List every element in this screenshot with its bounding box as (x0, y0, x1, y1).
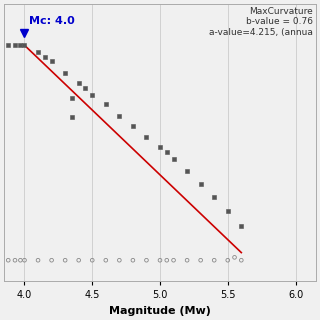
Point (212, 195, 217, 200)
Point (157, 258, 163, 263)
Point (130, 258, 135, 263)
Point (18, 43, 23, 48)
Point (164, 258, 169, 263)
Text: Mc: 4.0: Mc: 4.0 (28, 16, 74, 26)
Point (6, 258, 11, 263)
Point (232, 255, 237, 260)
Point (63, 258, 68, 263)
Point (69, 114, 75, 119)
X-axis label: Magnitude (Mw): Magnitude (Mw) (109, 306, 211, 316)
Point (185, 258, 190, 263)
Point (103, 102, 108, 107)
Point (42, 54, 47, 59)
Point (12, 43, 18, 48)
Point (12, 258, 18, 263)
Point (90, 258, 95, 263)
Point (117, 113, 122, 118)
Point (239, 223, 244, 228)
Point (198, 181, 203, 186)
Point (225, 258, 230, 263)
Point (144, 258, 149, 263)
Point (18, 258, 23, 263)
Point (130, 124, 135, 129)
Point (144, 134, 149, 140)
Text: MaxCurvature
b-value = 0.76
a-value=4.215, (annua: MaxCurvature b-value = 0.76 a-value=4.21… (209, 7, 313, 37)
Point (157, 145, 163, 150)
Point (103, 258, 108, 263)
Point (171, 156, 176, 162)
Point (49, 258, 54, 263)
Point (212, 258, 217, 263)
Point (36, 49, 41, 54)
Point (239, 258, 244, 263)
Point (185, 169, 190, 174)
Point (76, 258, 81, 263)
Point (69, 95, 75, 100)
Point (49, 59, 54, 64)
Point (225, 208, 230, 213)
Point (83, 86, 88, 91)
Point (117, 258, 122, 263)
Point (22, 43, 27, 48)
Point (36, 258, 41, 263)
Point (198, 258, 203, 263)
Point (63, 70, 68, 76)
Point (164, 150, 169, 155)
Point (76, 81, 81, 86)
Point (90, 92, 95, 98)
Point (171, 258, 176, 263)
Point (6, 43, 11, 48)
Point (22, 258, 27, 263)
